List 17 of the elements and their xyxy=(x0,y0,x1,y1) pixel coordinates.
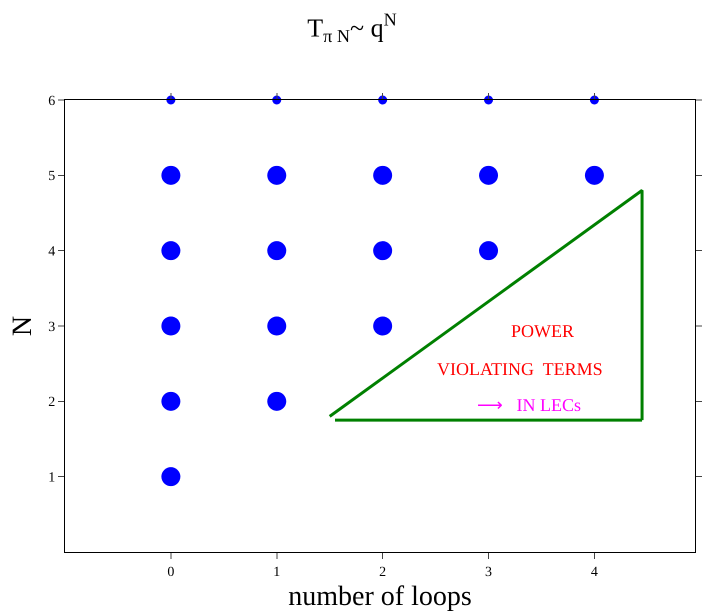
x-tick-label: 4 xyxy=(590,564,598,580)
x-tick-label: 3 xyxy=(485,564,492,580)
y-tick-label: 5 xyxy=(48,169,56,184)
annotation: VIOLATING TERMS xyxy=(437,359,603,379)
annotation: ⟶ IN LECs xyxy=(477,395,581,415)
x-tick-label: 2 xyxy=(379,564,386,580)
y-axis-title: N xyxy=(6,316,38,336)
y-tick-label: 4 xyxy=(48,244,56,260)
x-axis-title: number of loops xyxy=(288,581,472,612)
annotation: POWER xyxy=(511,321,574,341)
chart-title: T$_{π N}$~ q$^{N}$ xyxy=(307,10,397,46)
x-tick-label: 1 xyxy=(273,564,280,580)
y-tick-label: 6 xyxy=(48,94,56,109)
x-tick-label: 0 xyxy=(167,564,174,580)
y-tick-label: 3 xyxy=(48,320,56,335)
y-tick-label: 2 xyxy=(48,395,56,410)
y-tick-label: 1 xyxy=(48,470,56,486)
